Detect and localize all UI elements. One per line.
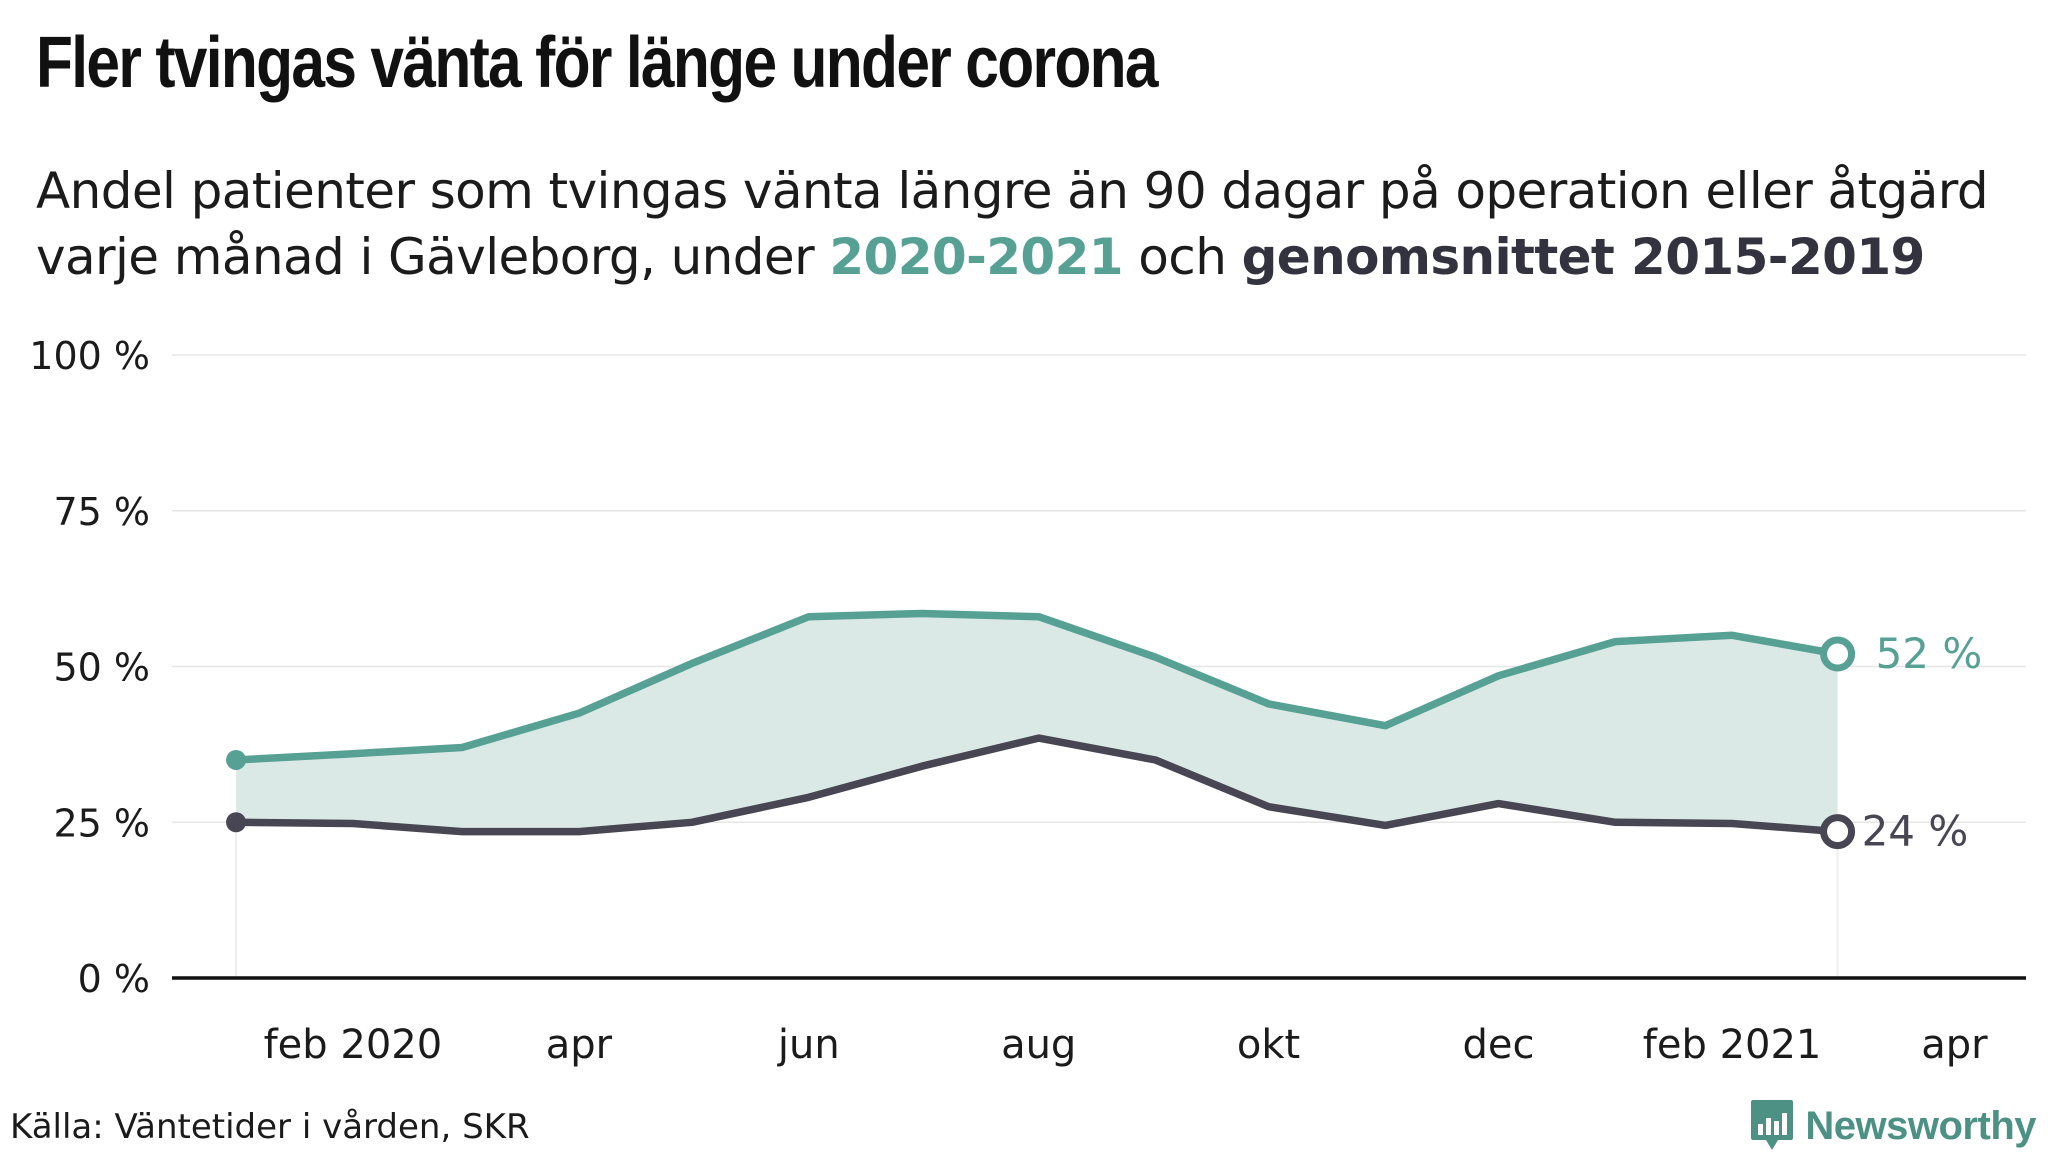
chart-subtitle: Andel patienter som tvingas vänta längre…: [36, 158, 2036, 290]
subtitle-mid: och: [1123, 228, 1242, 286]
x-tick-label: feb 2020: [264, 1022, 443, 1068]
x-tick-label: feb 2021: [1643, 1022, 1822, 1068]
chart-title: Fler tvingas vänta för länge under coron…: [36, 23, 1159, 103]
end-labels: 52 % 24 %: [1862, 629, 1983, 856]
newsworthy-logo-icon: [1751, 1100, 1794, 1150]
shaded-band: [236, 613, 1838, 832]
subtitle-line-1: Andel patienter som tvingas vänta längre…: [36, 162, 1989, 220]
series-line-current: [232, 609, 1842, 764]
brand-name: Newsworthy: [1805, 1103, 2036, 1148]
line-chart: 0 % 25 % 50 % 75 % 100 % feb 2020 apr jun aug okt…: [29, 334, 2026, 1068]
brand-logo: Newsworthy: [1749, 1098, 2036, 1152]
y-tick-label: 100 %: [29, 334, 150, 378]
end-value-label: 52 %: [1876, 629, 1983, 678]
series-start-point: [226, 749, 247, 770]
subtitle-line-2-prefix: varje månad i Gävleborg, under: [36, 228, 830, 286]
x-tick-label: okt: [1237, 1022, 1300, 1068]
end-value-label: 24 %: [1862, 807, 1969, 856]
x-tick-label: apr: [1921, 1022, 1988, 1068]
source-note: Källa: Väntetider i vården, SKR: [10, 1107, 530, 1147]
series-end-point: [1820, 814, 1856, 850]
series-end-point: [1820, 636, 1856, 672]
subtitle-highlight-average: genomsnittet 2015-2019: [1241, 228, 1926, 286]
series-line-average: [232, 734, 1842, 836]
series-lines: [226, 609, 1856, 850]
subtitle-highlight-current: 2020-2021: [829, 228, 1124, 286]
x-tick-label: aug: [1001, 1022, 1076, 1068]
series-start-point: [226, 812, 247, 833]
band-area: [236, 613, 1838, 832]
x-tick-label: dec: [1462, 1022, 1534, 1068]
y-tick-label: 0 %: [78, 957, 150, 1001]
x-tick-label: apr: [546, 1022, 613, 1068]
y-tick-label: 75 %: [53, 490, 150, 534]
y-tick-label: 50 %: [53, 646, 150, 690]
y-tick-label: 25 %: [53, 801, 150, 845]
axes: 0 % 25 % 50 % 75 % 100 % feb 2020 apr jun aug okt…: [29, 334, 2026, 1068]
x-tick-label: jun: [777, 1022, 840, 1068]
